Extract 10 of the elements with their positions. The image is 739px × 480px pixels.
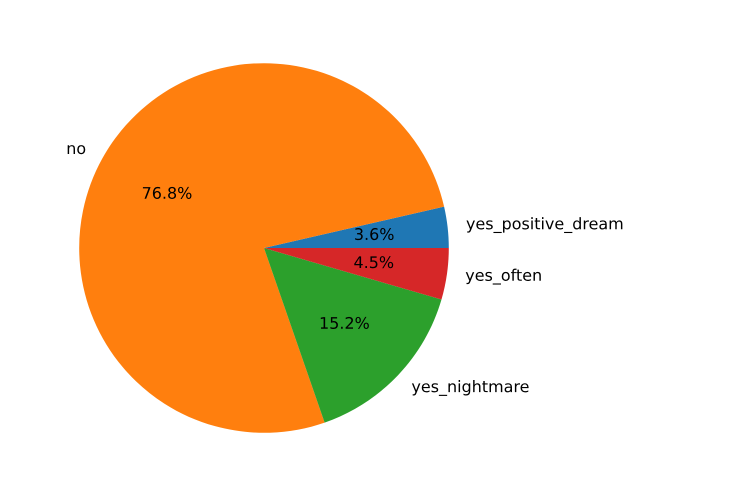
- data-label: 3.6%: [355, 228, 394, 240]
- slice-label: yes_often: [466, 268, 541, 285]
- pie-slice: [264, 248, 449, 300]
- data-label: 15.2%: [320, 316, 369, 329]
- data-label: 4.5%: [354, 256, 394, 268]
- data-label: 76.8%: [142, 186, 192, 199]
- pie-slice: [264, 206, 449, 248]
- slice-label: no: [68, 145, 86, 154]
- slice-label: yes_positive_dream: [466, 217, 622, 234]
- slice-label: yes_nightmare: [412, 380, 529, 396]
